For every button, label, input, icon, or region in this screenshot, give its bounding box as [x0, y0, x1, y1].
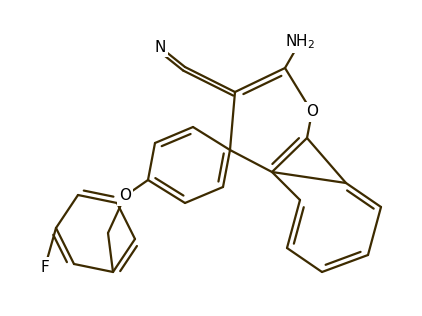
Text: N: N — [154, 40, 166, 54]
Text: NH$_2$: NH$_2$ — [285, 33, 315, 52]
Text: O: O — [119, 189, 131, 204]
Text: O: O — [306, 105, 318, 119]
Text: F: F — [41, 259, 49, 275]
